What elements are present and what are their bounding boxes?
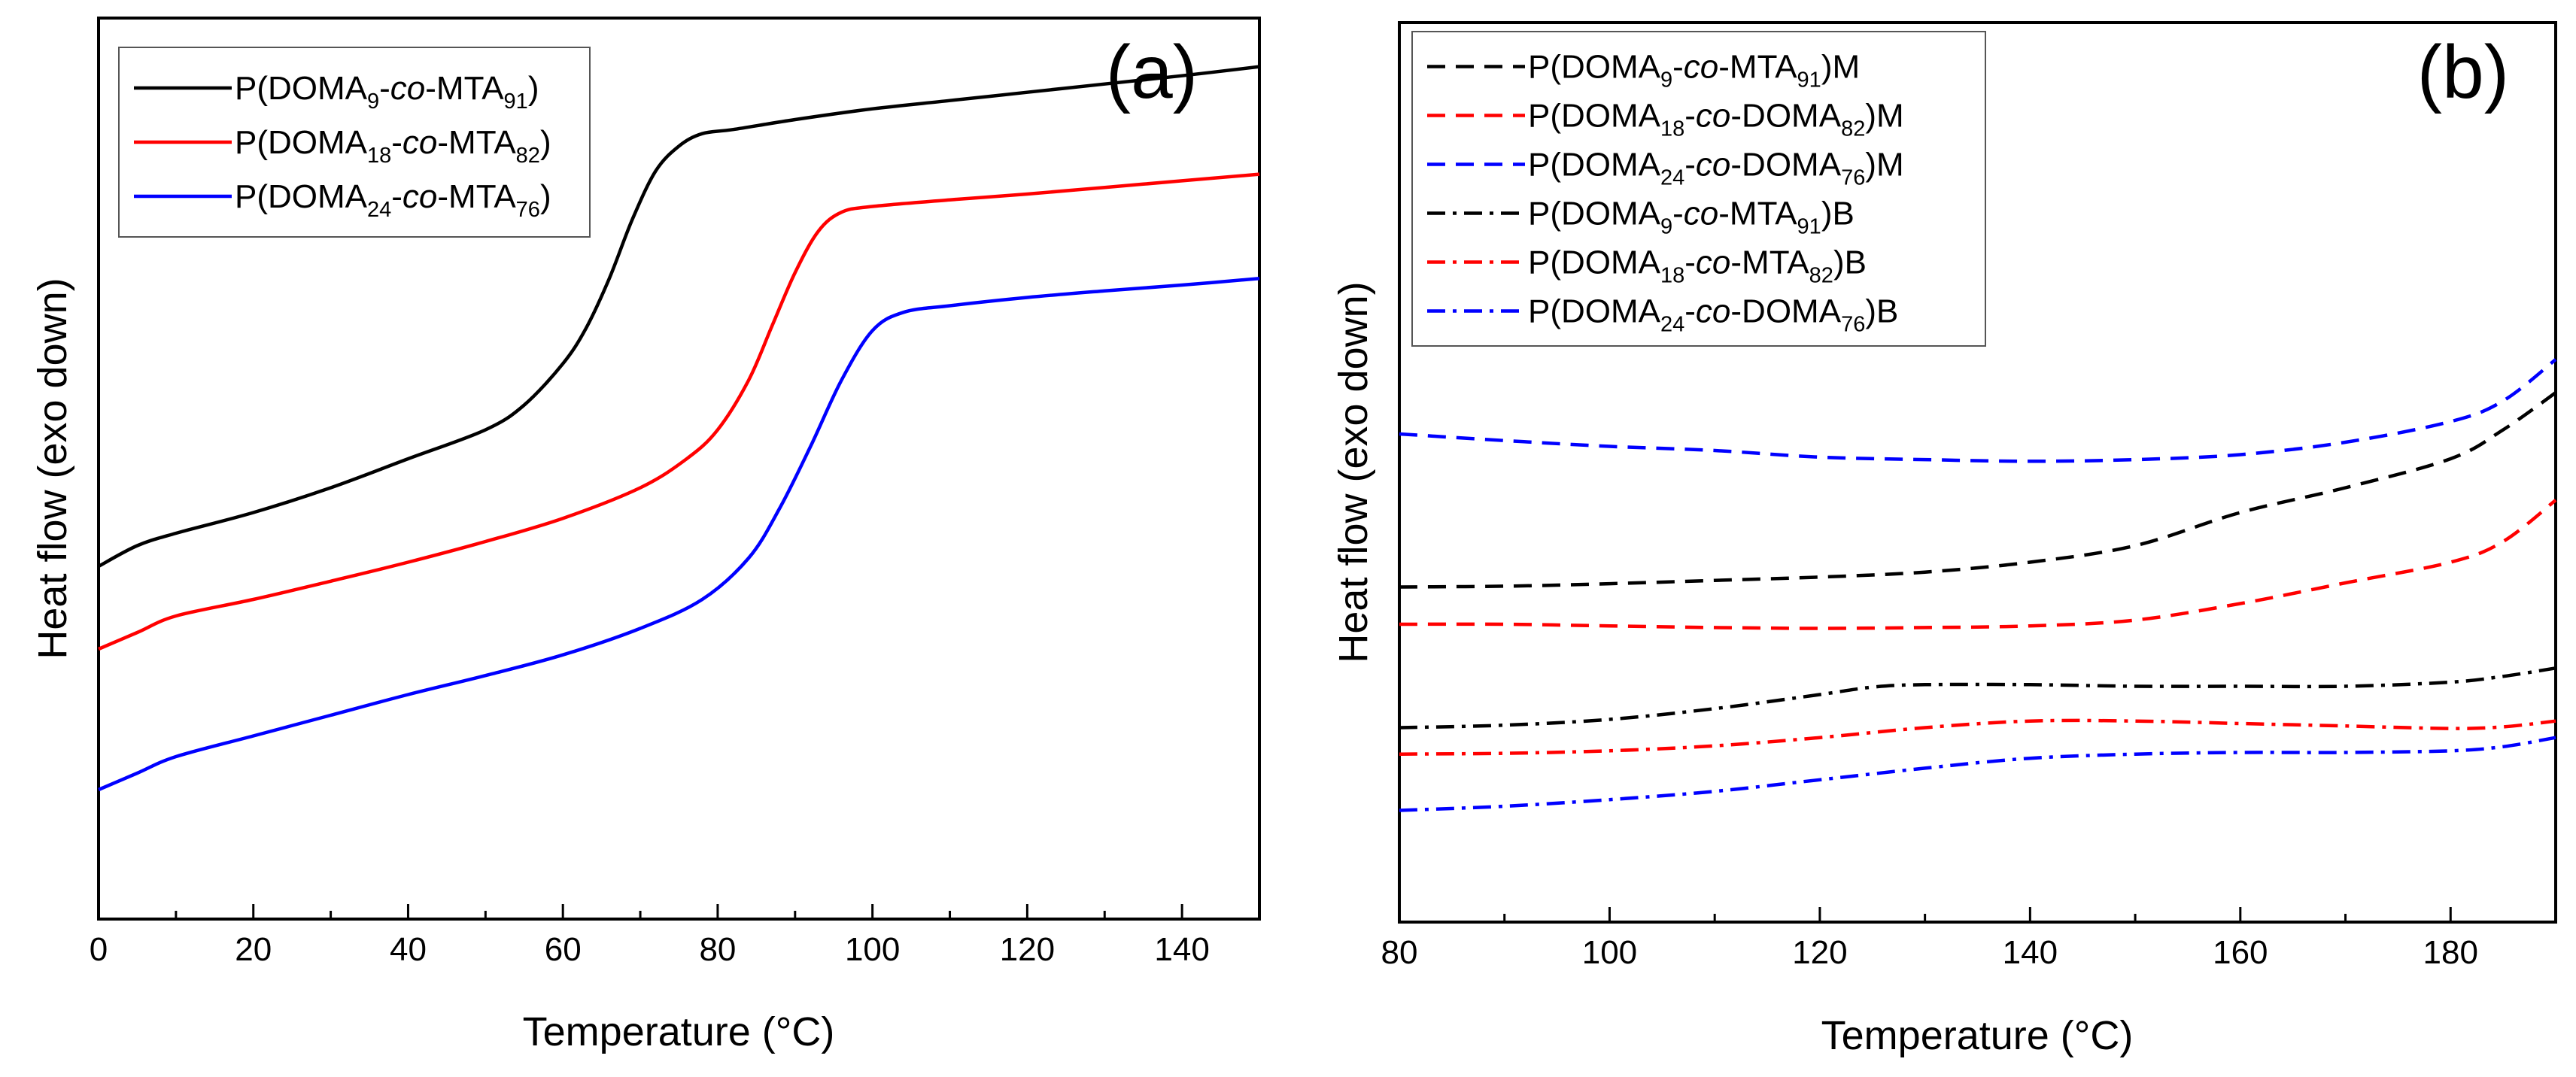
x-tick-label: 80 (1381, 934, 1418, 971)
x-tick-label: 160 (2213, 934, 2268, 971)
legend-entry: P(DOMA18-co-DOMA82)M (1528, 98, 1904, 141)
x-tick-label: 140 (2003, 934, 2058, 971)
legend-entry: P(DOMA9-co-MTA91)B (1528, 196, 1855, 239)
panel-a-chart: 0 20 40 60 80 100 120 140 P(DOMA9-co-MTA91)P(DO… (30, 17, 1261, 1054)
legend-entry: P(DOMA9-co-MTA91)M (1528, 49, 1860, 93)
panel-a-x-axis-title: Temperature (°C) (523, 1009, 835, 1054)
series-line-1 (97, 65, 1260, 568)
x-tick-label: 60 (545, 931, 582, 968)
legend-box (1411, 31, 1986, 347)
panel-b-curves (1399, 358, 2557, 812)
x-tick-label: 80 (699, 931, 736, 968)
x-tick-label: 40 (390, 931, 427, 968)
panel-b-y-axis-title: Heat flow (exo down) (1331, 281, 1376, 663)
x-tick-label: 180 (2423, 934, 2478, 971)
legend-entry: P(DOMA18-co-MTA82) (235, 124, 551, 168)
x-tick-label: 120 (1000, 931, 1055, 968)
series-line-5 (1399, 718, 2556, 756)
x-tick-label: 120 (1792, 934, 1847, 971)
x-tick-label: 100 (845, 931, 900, 968)
panel-b-chart: 80 100 120 140 160 180 P(DOMA9-co-MTA91)MP(DO… (1331, 21, 2557, 1058)
panel-a-plot-frame (97, 17, 1261, 921)
legend-entry: P(DOMA24-co-MTA76) (235, 178, 551, 222)
panel-a-curves (97, 65, 1260, 792)
panel-a-y-axis-title: Heat flow (exo down) (30, 278, 75, 659)
legend-entry: P(DOMA9-co-MTA91) (235, 70, 539, 114)
legend-entry: P(DOMA24-co-DOMA76)M (1528, 147, 1904, 190)
panel-b-x-axis-title: Temperature (°C) (1821, 1013, 2134, 1058)
panel-a-label: (a) (1106, 30, 1198, 114)
panel-a-x-ticks: 0 20 40 60 80 100 120 140 (90, 904, 1261, 968)
series-line-6 (1399, 736, 2556, 812)
panel-a-legend: P(DOMA9-co-MTA91) P(DOMA18-co-MTA82) P(DOM… (118, 47, 591, 238)
x-tick-label: 100 (1582, 934, 1637, 971)
x-tick-label: 140 (1154, 931, 1209, 968)
panel-b-x-ticks: 80 100 120 140 160 180 (1381, 907, 2557, 971)
series-line-3 (98, 276, 1260, 792)
series-line-4 (1399, 666, 2556, 730)
legend-entry: P(DOMA18-co-MTA82)B (1528, 244, 1867, 288)
legend-entry: P(DOMA24-co-DOMA76)B (1528, 293, 1898, 337)
panel-b-plot-frame (1398, 21, 2557, 924)
series-line-1 (1399, 391, 2557, 589)
series-line-2 (98, 172, 1260, 651)
x-tick-label: 0 (90, 931, 108, 968)
x-tick-label: 20 (235, 931, 272, 968)
panel-b-legend: P(DOMA9-co-MTA91)M P(DOMA18-co-DOMA82)M P(… (1411, 31, 1986, 347)
series-line-2 (1399, 499, 2557, 630)
panel-b-label: (b) (2417, 30, 2509, 114)
series-line-3 (1399, 358, 2557, 463)
